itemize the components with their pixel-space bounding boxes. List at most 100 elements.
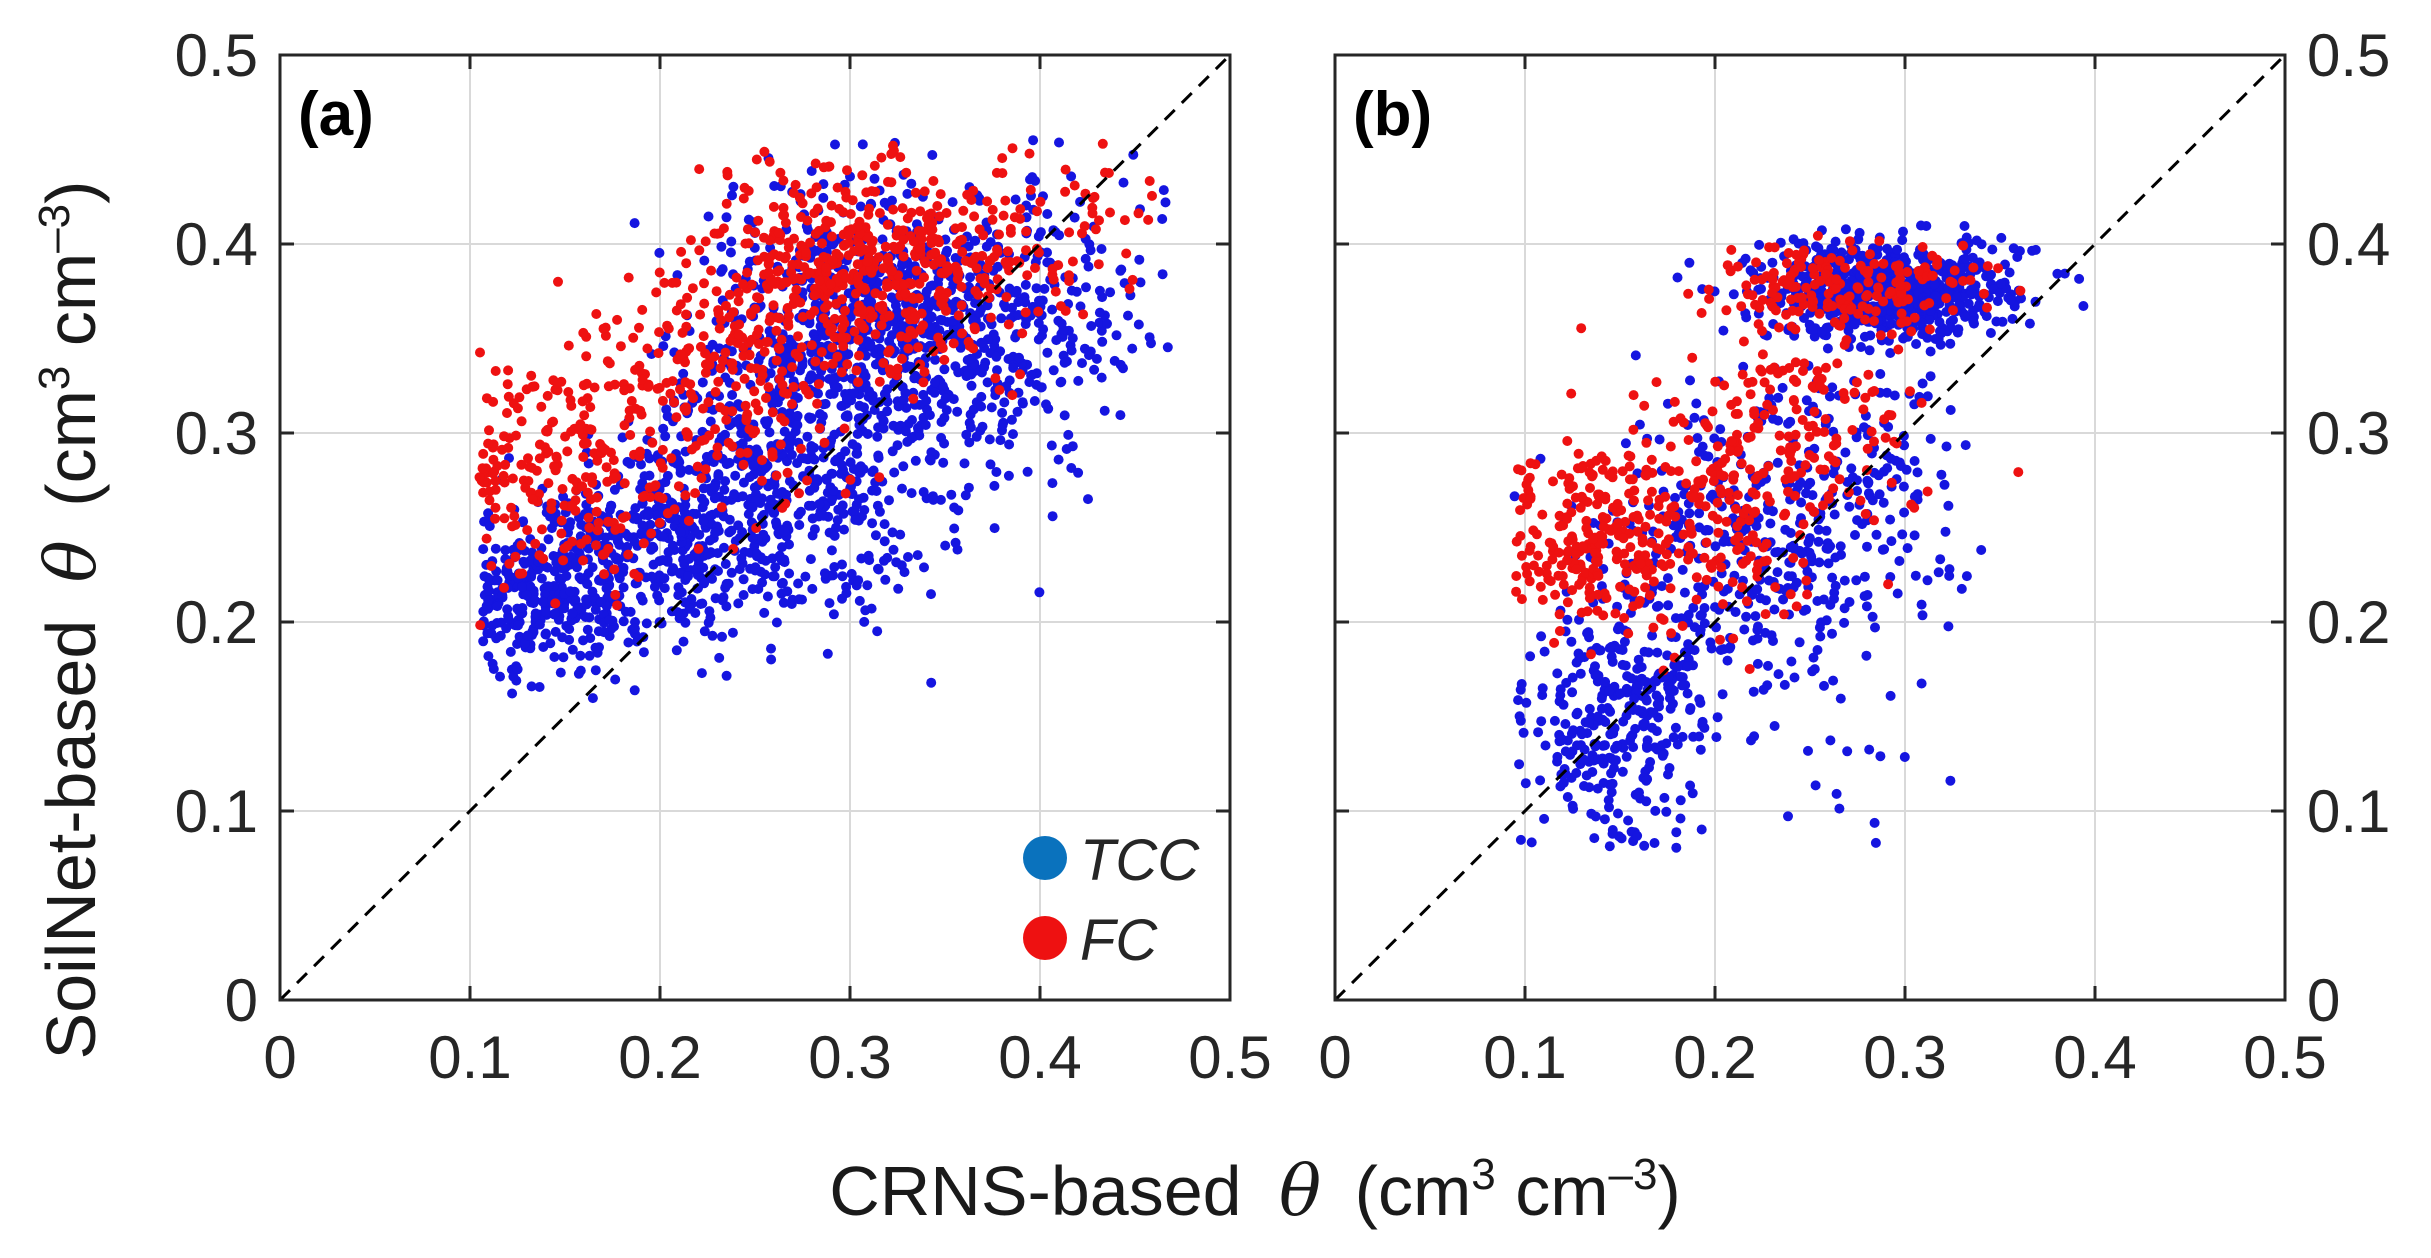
- data-point: [787, 362, 798, 373]
- data-point: [903, 343, 914, 354]
- data-point: [1640, 676, 1651, 687]
- data-point: [1739, 624, 1750, 635]
- data-point: [1592, 499, 1603, 510]
- data-point: [2007, 313, 2018, 324]
- data-point: [1630, 350, 1641, 361]
- data-point: [825, 279, 836, 290]
- data-point: [1684, 518, 1695, 529]
- data-point: [792, 410, 803, 421]
- data-point: [1752, 658, 1763, 669]
- data-point: [1604, 802, 1614, 813]
- data-point: [578, 327, 589, 338]
- data-point: [766, 654, 777, 665]
- data-point: [1596, 693, 1607, 704]
- data-point: [678, 368, 689, 379]
- data-point: [1601, 513, 1612, 524]
- data-point: [1584, 593, 1595, 604]
- data-point: [643, 381, 654, 392]
- data-point: [699, 255, 710, 266]
- data-point: [690, 488, 701, 499]
- data-point: [834, 203, 845, 214]
- data-point: [1584, 703, 1595, 714]
- ticks-a: 0 0.1 0.2 0.3 0.4 0.500.10.20.30.40.5: [175, 22, 1272, 1091]
- data-point: [1897, 529, 1908, 540]
- data-point: [878, 358, 889, 368]
- data-point: [1521, 562, 1532, 572]
- data-point: [1086, 321, 1097, 331]
- one-to-one-line-a: [278, 53, 1232, 1002]
- data-point: [542, 424, 553, 435]
- data-point: [1613, 808, 1623, 819]
- data-point: [1765, 518, 1776, 529]
- data-point: [690, 441, 701, 452]
- data-point: [484, 585, 495, 596]
- data-point: [502, 379, 513, 390]
- data-point: [826, 231, 837, 242]
- data-point: [1000, 195, 1011, 206]
- data-point: [1032, 206, 1042, 217]
- data-point: [851, 365, 862, 376]
- data-point: [1647, 722, 1658, 733]
- data-point: [687, 283, 698, 294]
- data-point: [807, 583, 818, 594]
- data-point: [767, 398, 778, 409]
- data-point: [747, 502, 758, 513]
- data-point: [824, 598, 835, 609]
- data-point: [641, 618, 652, 629]
- data-point: [787, 274, 798, 285]
- data-point: [601, 583, 612, 594]
- data-point: [949, 523, 960, 534]
- data-point: [777, 380, 788, 390]
- data-point: [805, 237, 815, 248]
- data-point: [703, 549, 713, 560]
- data-point: [1515, 505, 1526, 516]
- data-point: [1892, 244, 1903, 255]
- data-point: [1670, 722, 1681, 733]
- data-point: [819, 360, 830, 371]
- data-point: [681, 309, 691, 320]
- data-point: [669, 397, 680, 408]
- data-point: [1940, 526, 1951, 537]
- data-point: [1607, 828, 1618, 839]
- data-point: [1012, 406, 1023, 417]
- data-point: [1124, 283, 1135, 294]
- data-point: [647, 437, 658, 448]
- data-point: [1851, 432, 1862, 443]
- data-point: [1925, 433, 1936, 444]
- data-point: [587, 693, 598, 704]
- data-point: [1509, 491, 1520, 502]
- points-b: [1509, 220, 2089, 853]
- data-point: [1641, 796, 1652, 807]
- data-point: [778, 175, 789, 186]
- data-point: [684, 343, 695, 354]
- data-point: [1909, 530, 1920, 541]
- data-point: [1783, 811, 1793, 822]
- data-point: [906, 488, 917, 499]
- data-point: [1656, 559, 1667, 570]
- data-point: [880, 241, 891, 252]
- data-point: [763, 382, 774, 393]
- data-point: [750, 562, 761, 573]
- data-point: [1701, 537, 1712, 548]
- data-point: [1732, 490, 1743, 501]
- data-point: [1094, 215, 1104, 226]
- data-point: [752, 549, 762, 560]
- data-point: [507, 688, 518, 699]
- data-point: [727, 627, 738, 638]
- data-point: [563, 340, 574, 351]
- data-point: [739, 373, 750, 384]
- data-point: [490, 476, 501, 486]
- data-point: [1985, 328, 1996, 338]
- data-point: [609, 564, 620, 575]
- data-point: [1779, 609, 1789, 620]
- data-point: [747, 584, 758, 595]
- data-point: [1697, 716, 1708, 727]
- data-point: [697, 598, 708, 609]
- data-point: [779, 416, 790, 427]
- data-point: [853, 271, 864, 282]
- data-point: [1773, 392, 1784, 403]
- data-point: [1911, 339, 1922, 349]
- data-point: [610, 589, 621, 600]
- data-point: [1959, 221, 1970, 231]
- data-point: [966, 380, 977, 391]
